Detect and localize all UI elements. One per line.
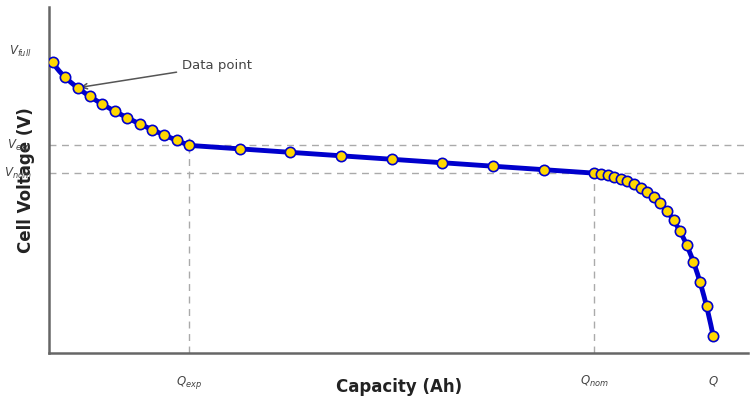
Point (386, 156, 398, 162)
Point (628, 181, 640, 187)
Text: $Q$: $Q$ (707, 374, 719, 388)
Point (674, 228, 686, 235)
Point (615, 176, 627, 182)
Point (707, 332, 720, 339)
Point (595, 171, 607, 177)
Point (621, 178, 633, 185)
X-axis label: Capacity (Ah): Capacity (Ah) (336, 378, 462, 396)
Point (234, 145, 246, 152)
Text: $Q_{exp}$: $Q_{exp}$ (176, 374, 202, 391)
Point (436, 160, 448, 166)
Point (487, 163, 499, 169)
Text: $V_{full}$: $V_{full}$ (9, 44, 32, 60)
Point (47, 59, 59, 65)
Point (608, 174, 620, 180)
Point (655, 200, 667, 207)
Point (109, 108, 121, 114)
Point (641, 189, 653, 195)
Point (538, 166, 550, 173)
Point (687, 258, 699, 265)
Point (335, 153, 347, 159)
Point (588, 170, 600, 176)
Point (661, 208, 673, 214)
Text: $Q_{nom}$: $Q_{nom}$ (580, 374, 609, 389)
Point (134, 120, 146, 127)
Point (648, 194, 660, 200)
Y-axis label: Cell Voltage (V): Cell Voltage (V) (17, 107, 35, 253)
Point (285, 149, 297, 156)
Point (183, 142, 195, 149)
Point (121, 114, 133, 121)
Point (84, 93, 96, 100)
Point (681, 242, 693, 248)
Text: $V_{exp}$: $V_{exp}$ (7, 137, 32, 154)
Text: $V_{nom}$: $V_{nom}$ (4, 166, 32, 181)
Point (701, 303, 713, 310)
Point (72, 85, 84, 91)
Point (97, 101, 109, 108)
Point (159, 132, 171, 138)
Point (634, 185, 646, 191)
Point (59, 74, 71, 81)
Point (171, 137, 183, 143)
Point (694, 278, 706, 285)
Point (667, 217, 680, 224)
Point (146, 127, 158, 133)
Text: Data point: Data point (82, 59, 252, 89)
Point (602, 172, 614, 179)
